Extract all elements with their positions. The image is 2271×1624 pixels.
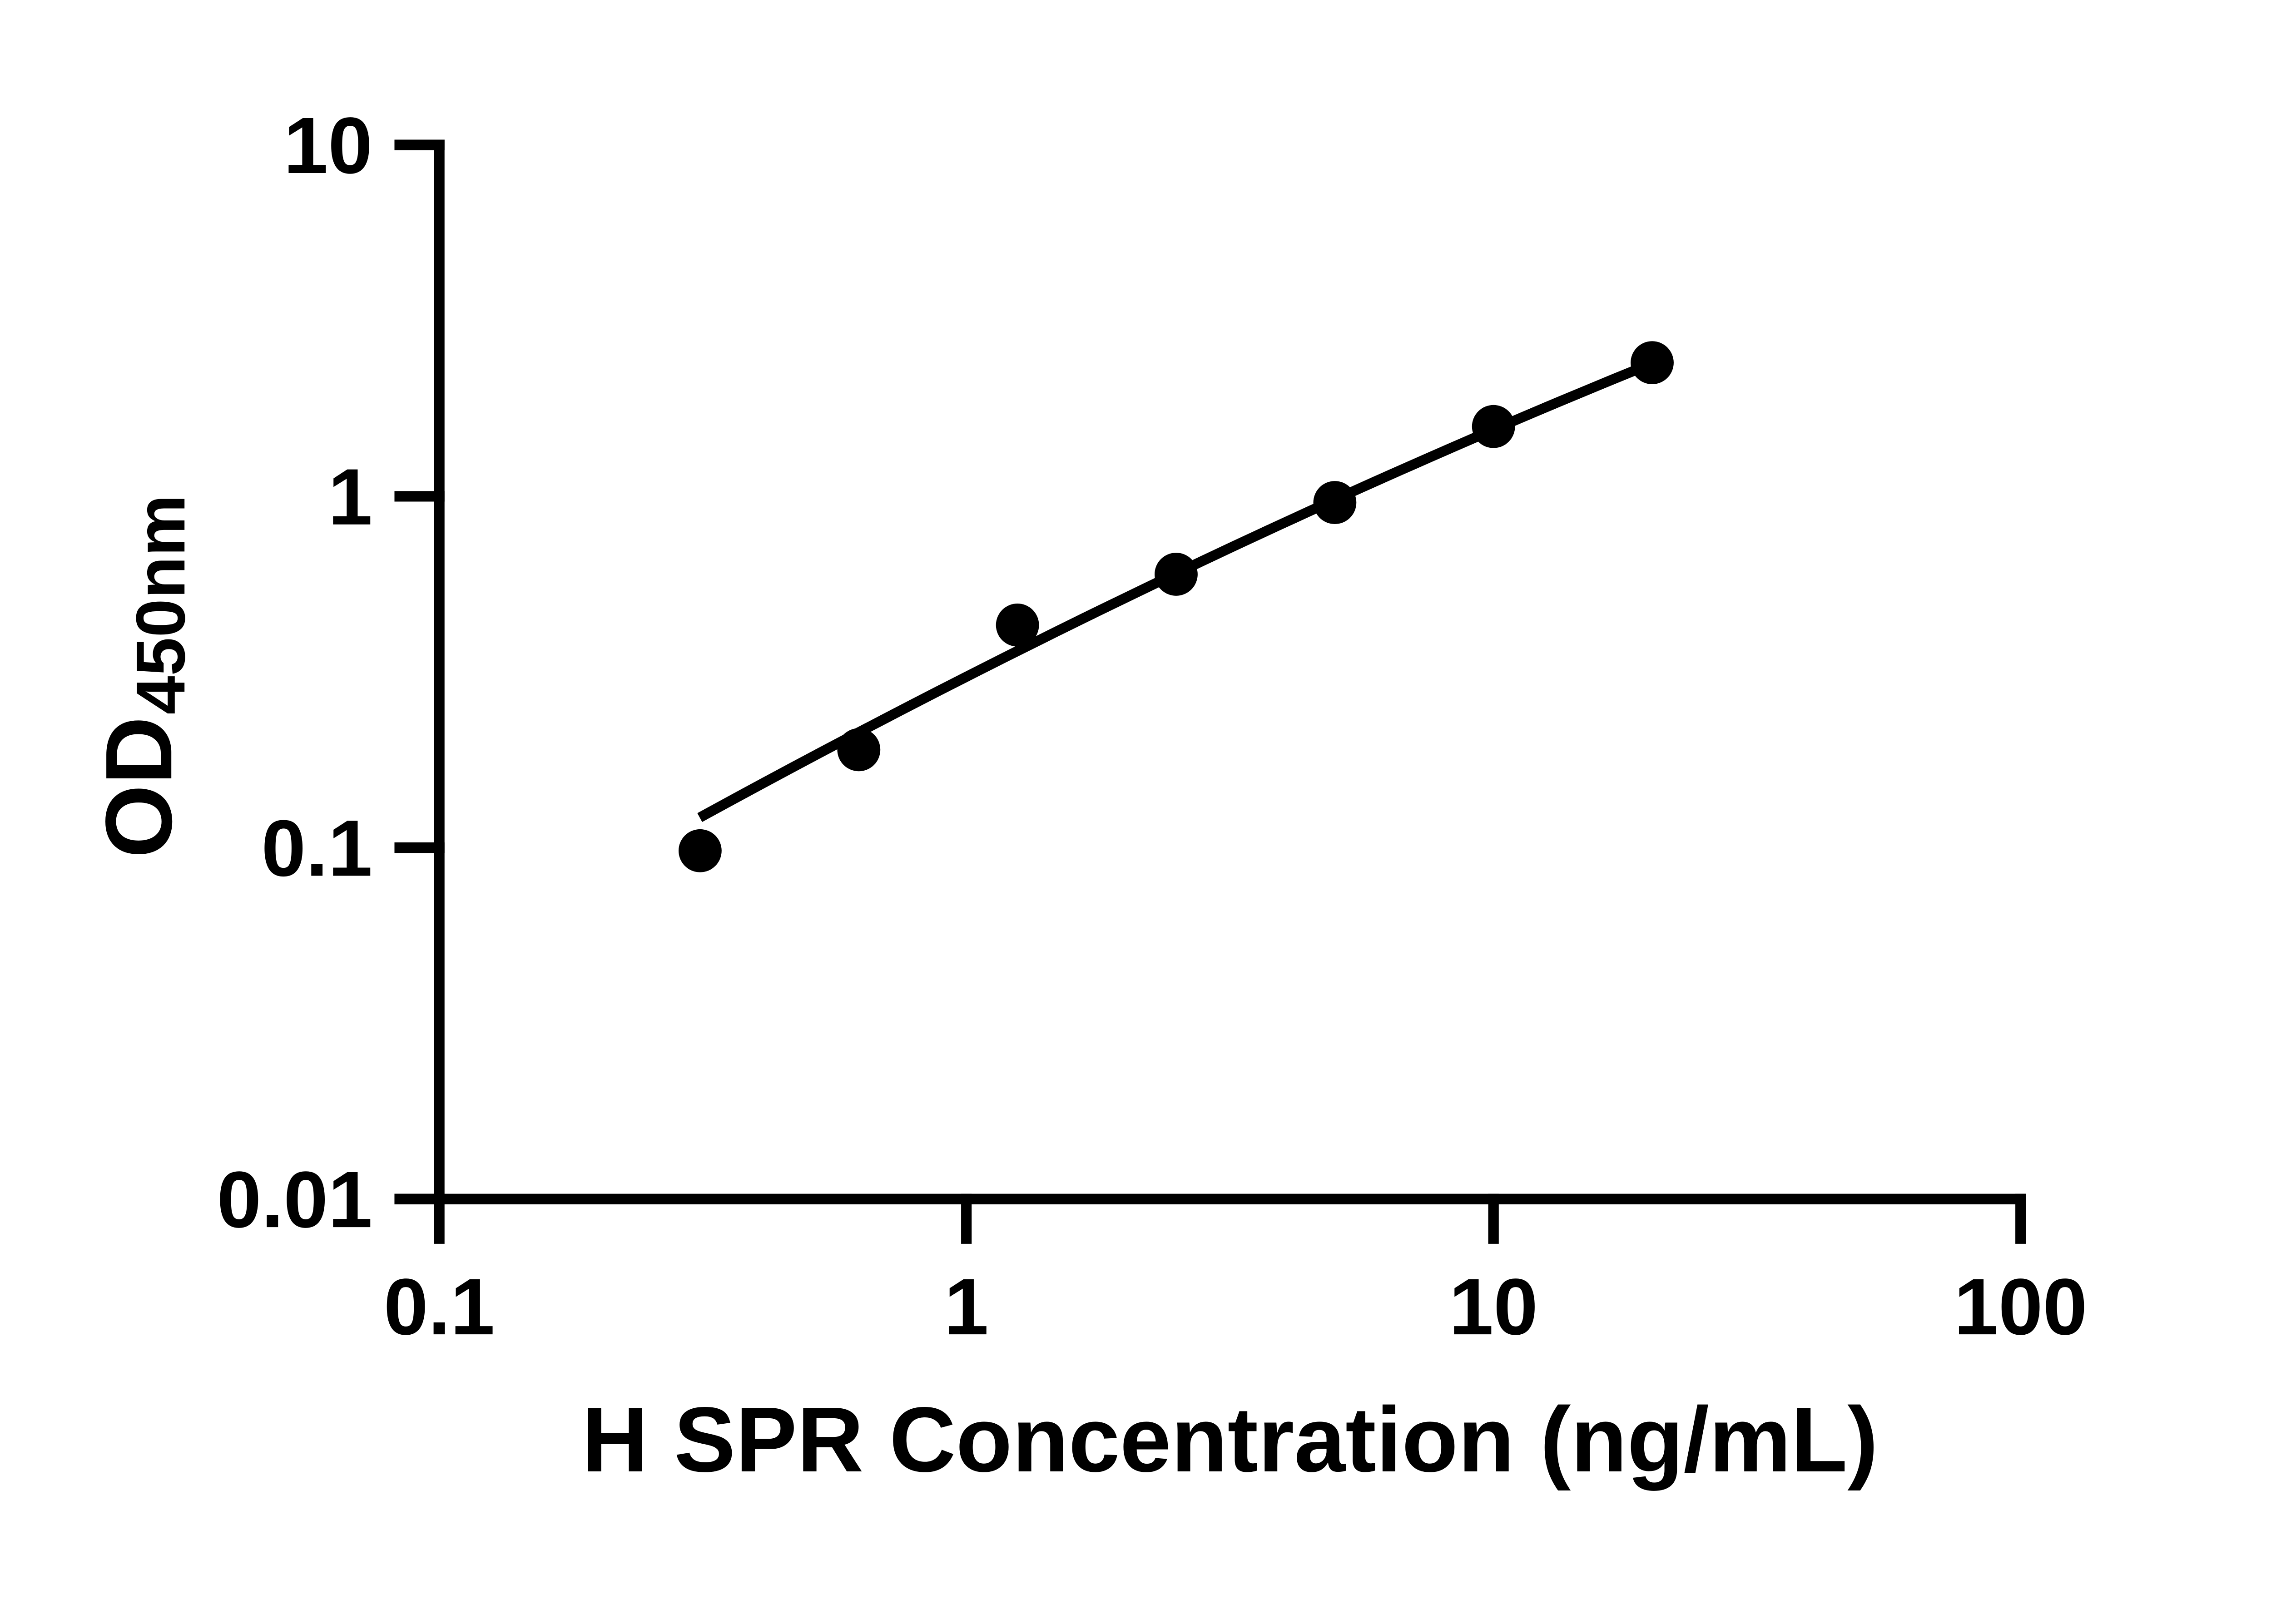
x-tick-label: 1 xyxy=(944,1263,989,1352)
y-axis: 0.01 0.1 1 10 xyxy=(217,101,445,1244)
y-tick-label: 10 xyxy=(283,101,372,190)
data-point xyxy=(679,829,722,872)
data-point xyxy=(996,604,1039,647)
y-tick-label: 0.1 xyxy=(261,804,372,893)
x-axis-title: H SPR Concentration (ng/mL) xyxy=(582,1388,1878,1491)
y-axis-title-main: OD xyxy=(86,717,192,858)
y-tick-label: 1 xyxy=(328,453,372,542)
data-point xyxy=(1313,481,1357,524)
x-ticks xyxy=(434,1193,2026,1244)
elisa-standard-curve-figure: 0.01 0.1 1 10 0.1 1 10 100 H SPR Concentration… xyxy=(86,101,2088,1491)
data-point xyxy=(1155,553,1198,596)
y-axis-title: OD 450nm xyxy=(86,495,199,858)
data-points xyxy=(679,341,1674,872)
y-tick-labels: 0.01 0.1 1 10 xyxy=(217,101,373,1244)
x-tick-label: 10 xyxy=(1449,1263,1538,1352)
x-tick-labels: 0.1 1 10 100 xyxy=(384,1263,2088,1352)
data-point xyxy=(1472,405,1515,448)
x-tick-label: 0.1 xyxy=(384,1263,495,1352)
y-tick-label: 0.01 xyxy=(217,1155,373,1244)
y-axis-title-subscript: 450nm xyxy=(122,495,199,714)
x-axis: 0.1 1 10 100 xyxy=(384,1193,2088,1352)
data-point xyxy=(837,728,881,772)
data-point xyxy=(1631,341,1674,385)
x-tick-label: 100 xyxy=(1954,1263,2088,1352)
